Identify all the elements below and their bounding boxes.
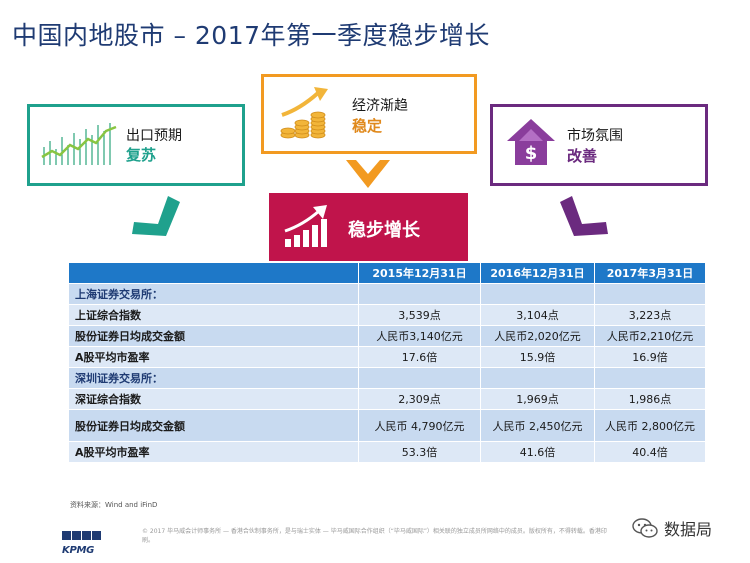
- table-header-row: 2015年12月31日 2016年12月31日 2017年3月31日: [68, 262, 706, 284]
- market-card-line2: 改善: [567, 147, 598, 165]
- cell-value: 人民币2,020亿元: [480, 325, 595, 347]
- wechat-account-name: 数据局: [664, 520, 713, 539]
- cell-value: 3,223点: [594, 304, 706, 326]
- steady-growth-box: 稳步增长: [269, 193, 468, 261]
- cell-value: 人民币3,140亿元: [358, 325, 481, 347]
- house-dollar-icon: $: [507, 119, 555, 165]
- section-row-shanghai: 上海证券交易所：: [68, 283, 706, 305]
- cell-value: 40.4倍: [594, 441, 706, 463]
- purple-chevron-icon: [560, 196, 608, 236]
- cell-value: 3,539点: [358, 304, 481, 326]
- cell-value: 2,309点: [358, 388, 481, 410]
- data-source: 资料来源：Wind and iFinD: [70, 501, 158, 509]
- section-row-shenzhen: 深圳证券交易所：: [68, 367, 706, 389]
- cell-value: 15.9倍: [480, 346, 595, 368]
- cell-value: 1,986点: [594, 388, 706, 410]
- cell-value: 人民币 2,800亿元: [594, 409, 706, 442]
- wechat-icon: [632, 518, 658, 538]
- table-row: 深证综合指数 2,309点 1,969点 1,986点: [68, 388, 706, 410]
- section-label: 深圳证券交易所：: [68, 367, 359, 389]
- cell-value: 人民币 4,790亿元: [358, 409, 481, 442]
- cell-value: 17.6倍: [358, 346, 481, 368]
- cell-value: 3,104点: [480, 304, 595, 326]
- export-card-line2: 复苏: [126, 146, 157, 164]
- page-title: 中国内地股市 – 2017年第一季度稳步增长: [12, 21, 491, 50]
- market-sentiment-card: $ 市场氛围 改善: [490, 104, 708, 186]
- rising-bars-icon: [284, 205, 327, 247]
- kpmg-wordmark: KPMG: [62, 545, 95, 556]
- table-header-blank: [68, 262, 359, 284]
- table-row: A股平均市盈率 53.3倍 41.6倍 40.4倍: [68, 441, 706, 463]
- table-row: 股份证券日均成交金额 人民币 4,790亿元 人民币 2,450亿元 人民币 2…: [68, 409, 706, 442]
- cell-value: 16.9倍: [594, 346, 706, 368]
- row-label: 深证综合指数: [68, 388, 359, 410]
- row-label: A股平均市盈率: [68, 346, 359, 368]
- economy-stable-card: 经济渐趋 稳定: [261, 74, 477, 154]
- svg-text:$: $: [525, 143, 538, 164]
- table-header-2016: 2016年12月31日: [480, 262, 595, 284]
- steady-growth-label: 稳步增长: [348, 220, 420, 241]
- line-chart-icon: [41, 123, 117, 165]
- row-label: A股平均市盈率: [68, 441, 359, 463]
- table-header-2015: 2015年12月31日: [358, 262, 481, 284]
- green-chevron-icon: [132, 196, 180, 236]
- table-header-2017: 2017年3月31日: [594, 262, 706, 284]
- cell-value: 人民币2,210亿元: [594, 325, 706, 347]
- row-label: 上证综合指数: [68, 304, 359, 326]
- table-row: 股份证券日均成交金额 人民币3,140亿元 人民币2,020亿元 人民币2,21…: [68, 325, 706, 347]
- kpmg-logo: KPMG: [62, 525, 102, 556]
- table-row: A股平均市盈率 17.6倍 15.9倍 16.9倍: [68, 346, 706, 368]
- market-card-line1: 市场氛围: [567, 128, 623, 144]
- economy-card-line2: 稳定: [352, 117, 383, 135]
- export-card-line1: 出口预期: [126, 128, 182, 144]
- table-row: 上证综合指数 3,539点 3,104点 3,223点: [68, 304, 706, 326]
- copyright-note: © 2017 毕马威会计师事务所 — 香港合伙制事务所，是与瑞士实体 — 毕马威…: [142, 528, 607, 544]
- cell-value: 41.6倍: [480, 441, 595, 463]
- row-label: 股份证券日均成交金额: [68, 409, 359, 442]
- export-expectation-card: 出口预期 复苏: [27, 104, 245, 186]
- wechat-watermark: 数据局: [632, 516, 712, 540]
- cell-value: 人民币 2,450亿元: [480, 409, 595, 442]
- row-label: 股份证券日均成交金额: [68, 325, 359, 347]
- kpmg-boxes-icon: [62, 531, 101, 540]
- section-label: 上海证券交易所：: [68, 283, 359, 305]
- coins-growth-icon: [280, 87, 328, 139]
- orange-chevron-icon: [346, 160, 390, 188]
- cell-value: 1,969点: [480, 388, 595, 410]
- stock-market-table: 2015年12月31日 2016年12月31日 2017年3月31日 上海证券交…: [68, 262, 706, 463]
- cell-value: 53.3倍: [358, 441, 481, 463]
- economy-card-line1: 经济渐趋: [352, 98, 408, 114]
